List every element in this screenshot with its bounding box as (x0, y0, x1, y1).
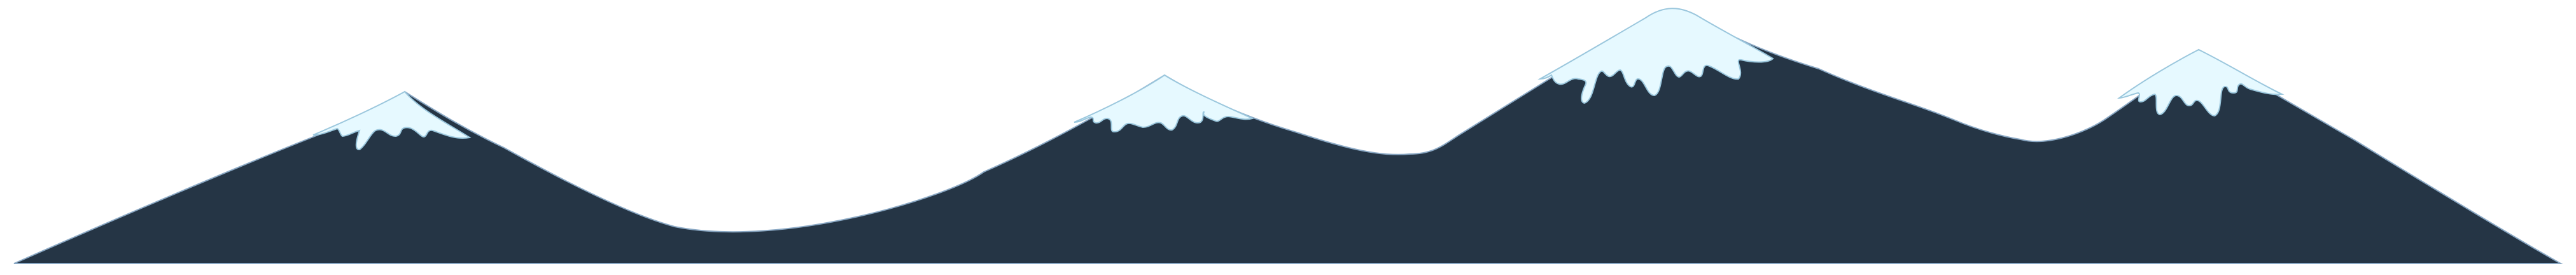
snow-cap-peak-2 (1074, 74, 1254, 133)
snow-cap-peak-1 (312, 90, 472, 150)
mountain-silhouette (13, 8, 2563, 264)
snow-cap-peak-4 (2117, 48, 2285, 117)
snow-cap-peak-3 (1537, 8, 1774, 104)
